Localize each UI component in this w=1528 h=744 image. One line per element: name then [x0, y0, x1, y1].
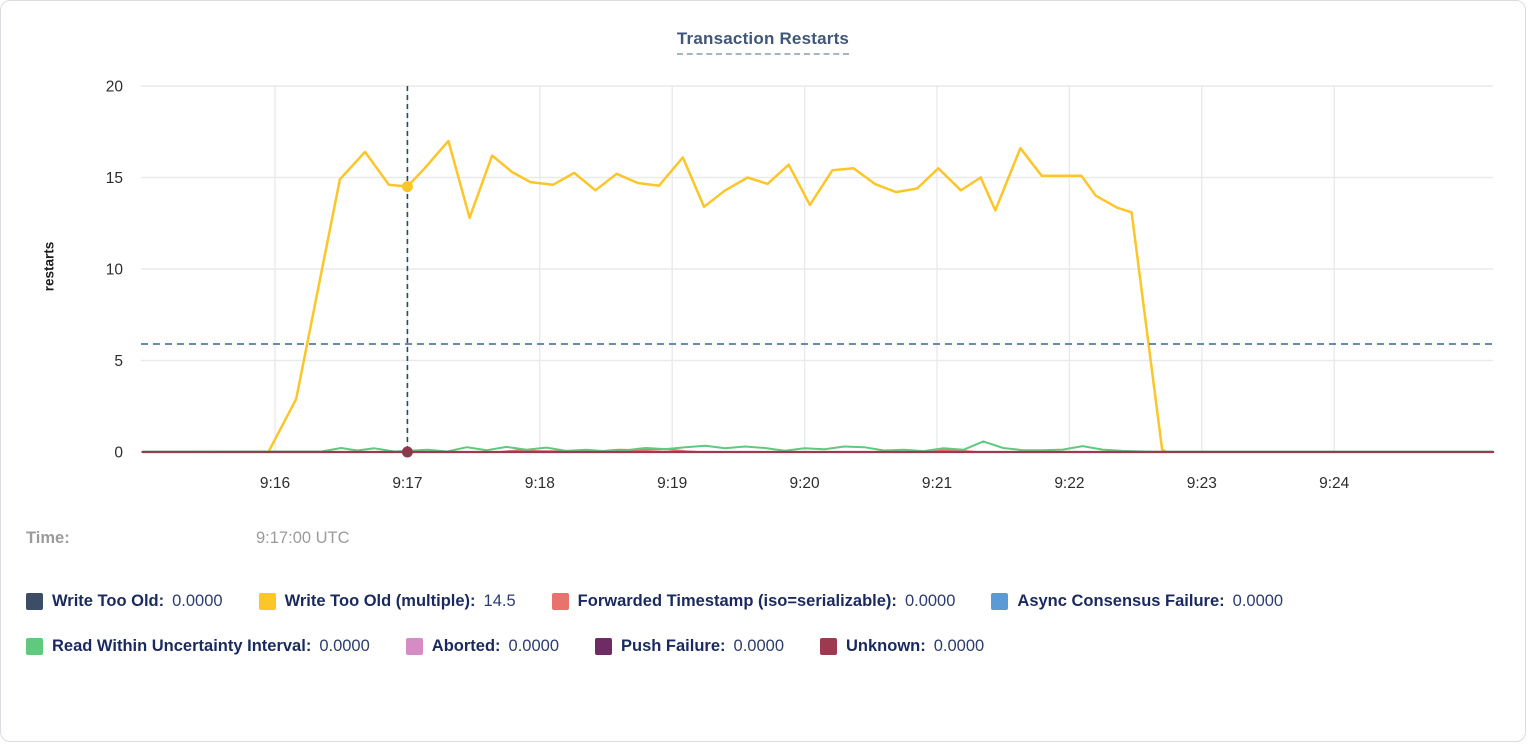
hover-dot [401, 181, 413, 193]
x-tick-label: 9:24 [1319, 475, 1350, 492]
legend-swatch-forwarded-timestamp-iso-serializable [551, 592, 569, 610]
legend-item-write-too-old: Write Too Old: 0.0000 [26, 590, 223, 612]
y-tick-label: 15 [106, 170, 123, 187]
legend-label: Push Failure: [621, 636, 726, 655]
x-tick-label: 9:17 [392, 475, 422, 492]
y-tick-label: 20 [106, 79, 124, 96]
legend-item-push-failure: Push Failure: 0.0000 [595, 635, 784, 657]
y-tick-label: 0 [114, 445, 123, 462]
x-tick-label: 9:19 [657, 475, 687, 492]
legend-value: 0.0000 [508, 636, 559, 655]
legend-value: 0.0000 [1232, 591, 1284, 610]
legend-swatch-unknown [820, 637, 837, 655]
hover-dot [401, 446, 413, 458]
y-tick-label: 5 [114, 353, 123, 370]
legend-swatch-write-too-old [26, 592, 43, 610]
legend-label: Read Within Uncertainty Interval: [52, 636, 312, 655]
chart-plot-area[interactable] [141, 86, 1493, 452]
legend-item-write-too-old-multiple: Write Too Old (multiple): 14.5 [258, 590, 516, 612]
legend-swatch-async-consensus-failure [991, 592, 1009, 610]
x-tick-label: 9:22 [1054, 475, 1084, 492]
legend-item-async-consensus-failure: Async Consensus Failure: 0.0000 [991, 590, 1283, 612]
legend-value: 0.0000 [319, 636, 370, 655]
legend-label: Async Consensus Failure: [1017, 591, 1225, 610]
x-tick-label: 9:20 [790, 475, 821, 492]
legend-item-aborted: Aborted: 0.0000 [405, 635, 559, 657]
legend-label: Aborted: [431, 636, 501, 655]
legend-swatch-push-failure [595, 637, 612, 655]
legend-label: Forwarded Timestamp (iso=serializable): [577, 591, 897, 610]
legend-label: Unknown: [846, 636, 926, 655]
x-tick-label: 9:18 [525, 475, 555, 492]
legend-item-read-within-uncertainty-interval: Read Within Uncertainty Interval: 0.0000 [26, 635, 370, 657]
x-tick-label: 9:23 [1187, 475, 1217, 492]
hover-time-value: 9:17:00 UTC [256, 529, 350, 547]
legend-swatch-read-within-uncertainty-interval [26, 637, 43, 655]
legend-item-unknown: Unknown: 0.0000 [820, 635, 984, 657]
legend-value: 0.0000 [172, 591, 223, 610]
legend-label: Write Too Old (multiple): [284, 591, 476, 610]
legend-value: 0.0000 [904, 591, 956, 610]
legend-label: Write Too Old: [52, 591, 165, 610]
legend-swatch-aborted [405, 637, 423, 655]
chart-title[interactable]: Transaction Restarts [676, 29, 850, 55]
legend-item-forwarded-timestamp-iso-serializable: Forwarded Timestamp (iso=serializable): 0… [551, 590, 956, 612]
y-tick-label: 10 [106, 262, 124, 279]
series-line-read-within-uncertainty-interval [141, 440, 1495, 453]
legend-swatch-write-too-old-multiple [258, 592, 276, 610]
legend-value: 0.0000 [733, 636, 784, 655]
chart-legend: Write Too Old: 0.0000 Write Too Old (multi… [26, 590, 1504, 657]
hover-time-label: Time: [26, 529, 70, 547]
legend-value: 0.0000 [933, 636, 985, 655]
x-tick-label: 9:21 [922, 475, 952, 492]
x-tick-label: 9:16 [260, 475, 290, 492]
series-line-write-too-old-multiple [267, 139, 1168, 454]
transaction-restarts-chart[interactable]: 0 5 10 15 20 9:16 9:17 9:18 9:19 9:20 9:21 9:22 9:23… [1, 1, 1526, 521]
hover-time-row: Time: 9:17:00 UTC [26, 529, 1506, 548]
legend-value: 14.5 [483, 591, 516, 610]
chart-title-wrap: Transaction Restarts [1, 29, 1525, 55]
